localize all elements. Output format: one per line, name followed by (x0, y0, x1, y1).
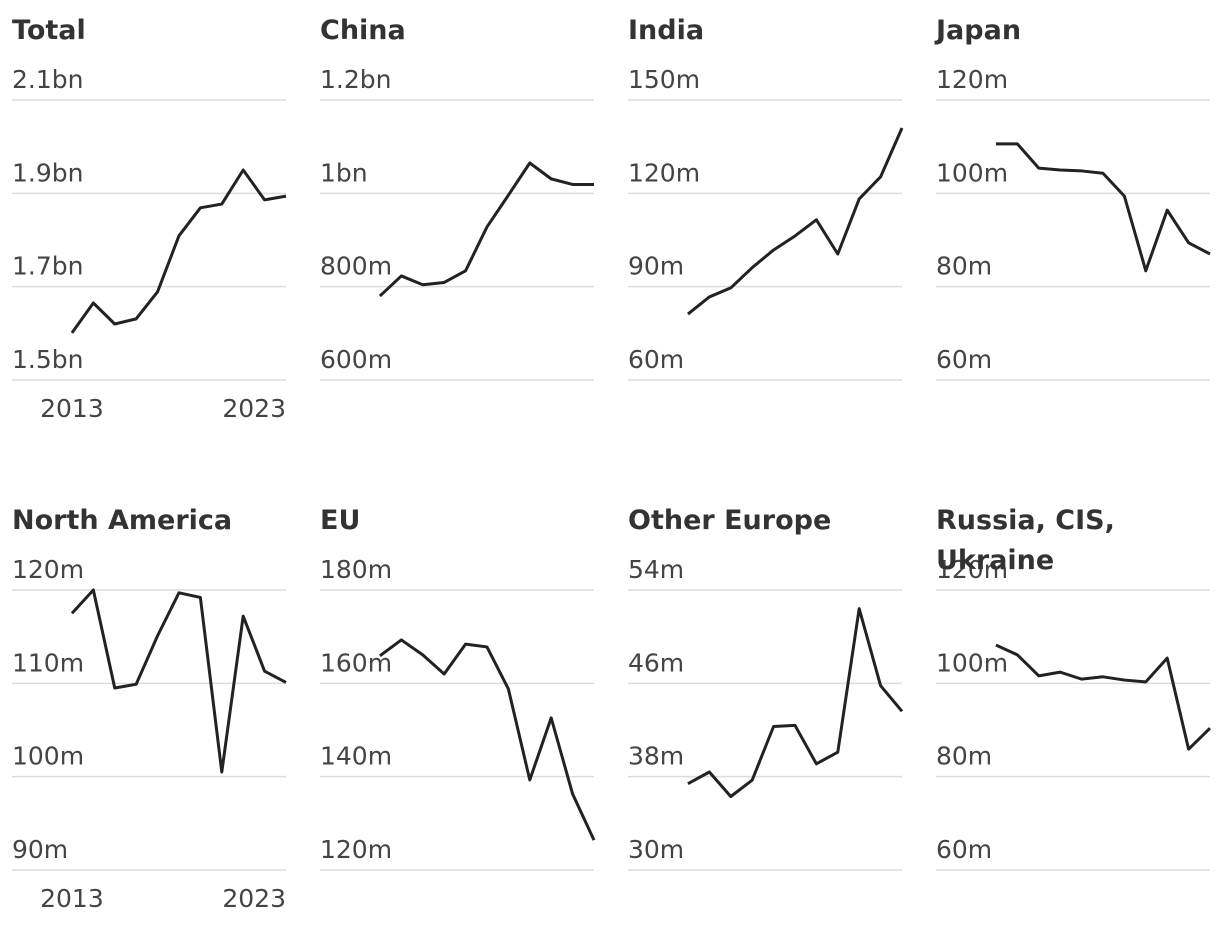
panel-title: China (320, 15, 406, 46)
panel-title: EU (320, 505, 361, 536)
panel-title: Russia, CIS, Ukraine (936, 505, 1115, 576)
y-tick-label: 120m (936, 65, 1008, 94)
y-tick-label: 600m (320, 345, 392, 374)
y-tick-label: 90m (12, 835, 68, 864)
y-tick-label: 120m (628, 158, 700, 187)
y-tick-label: 1.5bn (12, 345, 83, 374)
x-tick-label: 2013 (40, 884, 104, 913)
y-tick-label: 100m (936, 158, 1008, 187)
y-tick-label: 2.1bn (12, 65, 83, 94)
y-tick-label: 60m (628, 345, 684, 374)
y-tick-label: 100m (936, 648, 1008, 677)
line (995, 142, 1211, 273)
y-tick-label: 60m (936, 835, 992, 864)
y-tick-label: 120m (12, 555, 84, 584)
y-tick-label: 180m (320, 555, 392, 584)
y-tick-label: 100m (12, 742, 84, 771)
y-tick-label: 120m (320, 835, 392, 864)
line (70, 168, 287, 334)
y-tick-label: 150m (628, 65, 700, 94)
x-tick-label: 2013 (40, 394, 104, 423)
y-tick-label: 1.7bn (12, 252, 83, 281)
line (687, 127, 904, 316)
y-tick-label: 60m (936, 345, 992, 374)
y-tick-label: 54m (628, 555, 684, 584)
y-tick-label: 140m (320, 742, 392, 771)
y-tick-label: 110m (12, 648, 84, 677)
panel-title: Total (12, 15, 86, 46)
panel-title: North America (12, 505, 233, 536)
y-tick-label: 38m (628, 742, 684, 771)
y-tick-label: 1bn (320, 158, 368, 187)
line (70, 588, 287, 774)
y-tick-label: 120m (936, 555, 1008, 584)
y-tick-label: 46m (628, 648, 684, 677)
y-tick-label: 80m (936, 252, 992, 281)
y-tick-label: 1.2bn (320, 65, 391, 94)
x-tick-label: 2023 (222, 884, 286, 913)
panel-title: India (628, 15, 705, 46)
line (995, 643, 1212, 751)
y-tick-label: 160m (320, 648, 392, 677)
y-tick-label: 30m (628, 835, 684, 864)
line (378, 161, 594, 298)
panel-title: Japan (936, 15, 1022, 46)
x-tick-label: 2023 (222, 394, 286, 423)
y-tick-label: 80m (936, 742, 992, 771)
y-tick-label: 90m (628, 252, 684, 281)
line (379, 638, 596, 841)
y-tick-label: 1.9bn (12, 158, 83, 187)
panel-title: Other Europe (628, 505, 832, 536)
line (687, 607, 904, 798)
y-tick-label: 800m (320, 252, 392, 281)
